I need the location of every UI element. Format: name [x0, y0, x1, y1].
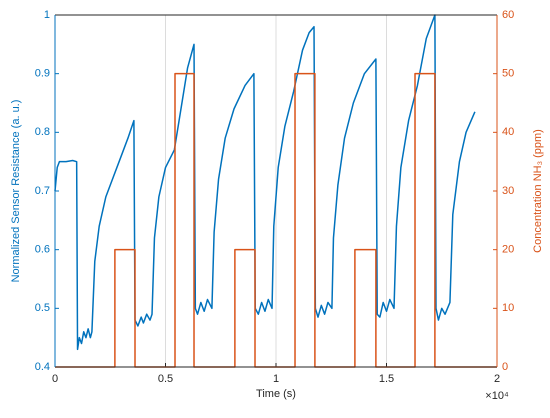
y2-tick-label: 50 [502, 68, 514, 80]
y2-tick-label: 30 [502, 185, 514, 197]
y2-tick-label: 20 [502, 244, 514, 256]
y-tick-label: 0.7 [35, 185, 50, 197]
y-tick-label: 0.8 [35, 126, 50, 138]
x-exponent: ×10⁴ [485, 390, 509, 402]
y-axis-label: Normalized Sensor Resistance (a. u.) [10, 100, 22, 283]
x-tick-label: 2 [494, 373, 500, 385]
y-tick-label: 1 [44, 9, 50, 21]
series-line [54, 14, 476, 351]
x-tick-label: 1.5 [379, 373, 394, 385]
y-tick-label: 0.5 [35, 302, 50, 314]
x-tick-label: 0.5 [158, 373, 173, 385]
y-tick-label: 0.9 [35, 68, 50, 80]
y-tick-label: 0.6 [35, 244, 50, 256]
x-tick-label: 1 [273, 373, 279, 385]
y2-tick-label: 60 [502, 9, 514, 21]
x-axis-label: Time (s) [256, 388, 296, 400]
y2-axis-label: Concentration NH₃ (ppm) [532, 129, 544, 253]
y2-tick-label: 10 [502, 302, 514, 314]
y2-tick-label: 40 [502, 126, 514, 138]
x-tick-label: 0 [52, 373, 58, 385]
y-tick-label: 0.4 [35, 361, 50, 373]
y2-tick-label: 0 [502, 361, 508, 373]
